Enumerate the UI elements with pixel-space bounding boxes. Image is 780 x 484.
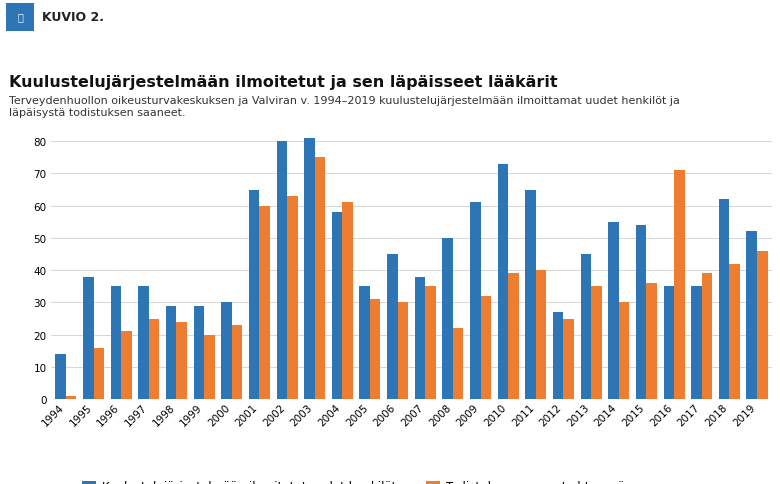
Bar [370,300,381,399]
Bar [729,264,740,399]
Bar [342,203,353,399]
Bar [277,142,287,399]
Bar [580,255,591,399]
Text: Terveydenhuollon oikeusturvakeskuksen ja Valviran v. 1994–2019 kuulustelujärjest: Terveydenhuollon oikeusturvakeskuksen ja… [9,96,680,106]
Polygon shape [200,0,230,36]
Bar [287,197,297,399]
Bar [425,287,436,399]
Text: Kuulustelujärjestelmään ilmoitetut ja sen läpäisseet lääkärit: Kuulustelujärjestelmään ilmoitetut ja se… [9,75,558,90]
Bar [664,287,674,399]
Text: läpäisystä todistuksen saaneet.: läpäisystä todistuksen saaneet. [9,107,186,118]
Bar [304,139,314,399]
Bar [204,335,215,399]
Bar [249,190,260,399]
FancyBboxPatch shape [6,4,34,32]
Bar [674,171,685,399]
Bar [387,255,398,399]
Bar [415,277,425,399]
Bar [563,319,574,399]
Bar [222,303,232,399]
Bar [121,332,132,399]
Bar [619,303,629,399]
Bar [149,319,159,399]
Bar [83,277,94,399]
Bar [66,396,76,399]
Bar [470,203,480,399]
Bar [453,329,463,399]
Bar [480,296,491,399]
Bar [314,158,325,399]
Bar [509,274,519,399]
Bar [94,348,104,399]
Bar [553,313,563,399]
Bar [702,274,712,399]
Bar [398,303,408,399]
Bar [498,165,509,399]
Bar [111,287,121,399]
Bar [647,284,657,399]
Bar [360,287,370,399]
Bar [746,232,757,399]
Bar [260,206,270,399]
Bar [442,239,453,399]
Bar [536,271,546,399]
Text: KUVIO 2.: KUVIO 2. [42,11,104,24]
Bar [719,200,729,399]
Bar [193,306,204,399]
Legend: Kuulustelujärjestelmään ilmoitetut uudet henkilöt, Todistuksen saaneet yhteensä: Kuulustelujärjestelmään ilmoitetut uudet… [77,475,630,484]
Bar [591,287,601,399]
Text: 🏔: 🏔 [17,13,23,22]
Bar [608,222,619,399]
Bar [176,322,187,399]
Polygon shape [218,0,780,36]
Bar [332,212,342,399]
Bar [636,226,647,399]
Bar [232,325,243,399]
Bar [55,354,66,399]
Bar [757,251,768,399]
Bar [526,190,536,399]
Bar [166,306,176,399]
Bar [138,287,149,399]
Bar [691,287,702,399]
